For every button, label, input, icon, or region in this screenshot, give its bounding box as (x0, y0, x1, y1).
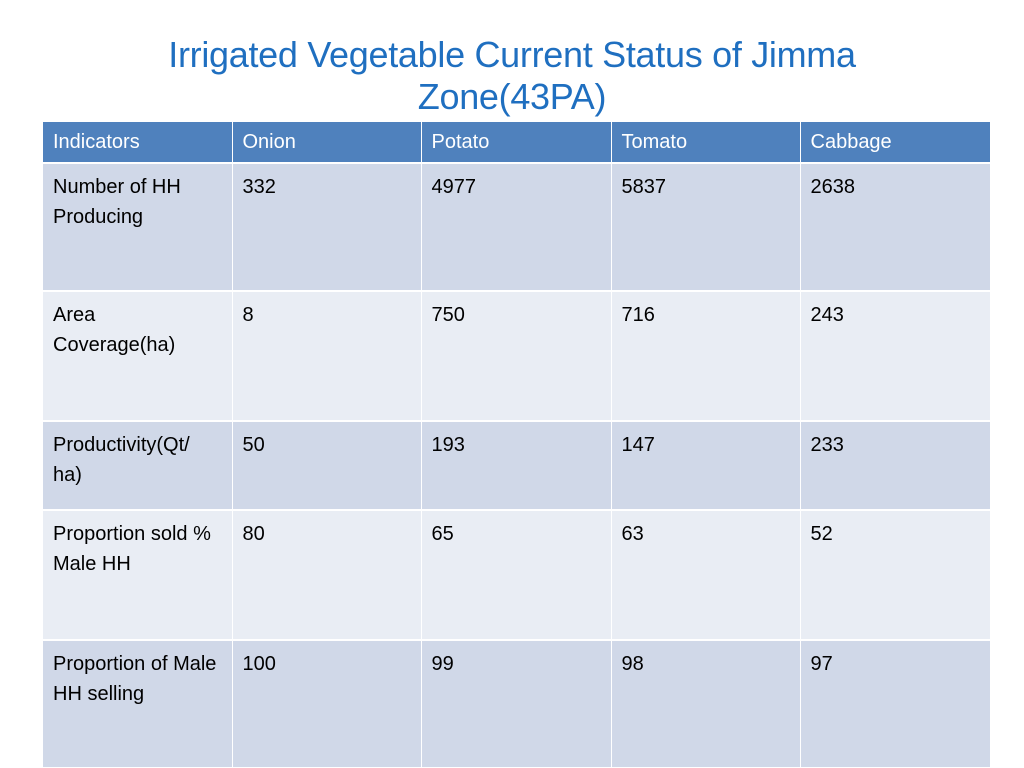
table-row: Proportion of Male HH selling 100 99 98 … (43, 640, 990, 768)
indicator-cell: Proportion of Male HH selling (43, 640, 233, 768)
onion-cell: 50 (232, 421, 422, 511)
cabbage-cell: 2638 (800, 163, 990, 292)
potato-cell: 193 (421, 421, 612, 511)
tomato-cell: 147 (611, 421, 801, 511)
header-cabbage: Cabbage (800, 122, 990, 164)
indicator-cell: Number of HH Producing (43, 163, 233, 292)
table-row: Productivity(Qt/ ha) 50 193 147 233 (43, 421, 990, 511)
indicator-cell: Proportion sold % Male HH (43, 510, 233, 641)
tomato-cell: 98 (611, 640, 801, 768)
table-row: Number of HH Producing 332 4977 5837 263… (43, 163, 990, 292)
table-header-row: Indicators Onion Potato Tomato Cabbage (43, 122, 990, 164)
potato-cell: 65 (421, 510, 612, 641)
onion-cell: 100 (232, 640, 422, 768)
table-row: Proportion sold % Male HH 80 65 63 52 (43, 510, 990, 641)
tomato-cell: 63 (611, 510, 801, 641)
onion-cell: 8 (232, 291, 422, 422)
header-onion: Onion (232, 122, 422, 164)
slide-title: Irrigated Vegetable Current Status of Ji… (100, 34, 924, 118)
potato-cell: 99 (421, 640, 612, 768)
tomato-cell: 716 (611, 291, 801, 422)
slide-title-line-1: Irrigated Vegetable Current Status of Ji… (168, 34, 856, 75)
header-tomato: Tomato (611, 122, 801, 164)
tomato-cell: 5837 (611, 163, 801, 292)
potato-cell: 4977 (421, 163, 612, 292)
onion-cell: 80 (232, 510, 422, 641)
vegetable-status-table: Indicators Onion Potato Tomato Cabbage N… (43, 122, 990, 768)
onion-cell: 332 (232, 163, 422, 292)
cabbage-cell: 243 (800, 291, 990, 422)
table-row: Area Coverage(ha) 8 750 716 243 (43, 291, 990, 422)
potato-cell: 750 (421, 291, 612, 422)
indicator-cell: Productivity(Qt/ ha) (43, 421, 233, 511)
slide-title-line-2: Zone(43PA) (417, 76, 607, 117)
cabbage-cell: 233 (800, 421, 990, 511)
header-indicators: Indicators (43, 122, 233, 164)
indicator-cell: Area Coverage(ha) (43, 291, 233, 422)
header-potato: Potato (421, 122, 612, 164)
cabbage-cell: 52 (800, 510, 990, 641)
cabbage-cell: 97 (800, 640, 990, 768)
